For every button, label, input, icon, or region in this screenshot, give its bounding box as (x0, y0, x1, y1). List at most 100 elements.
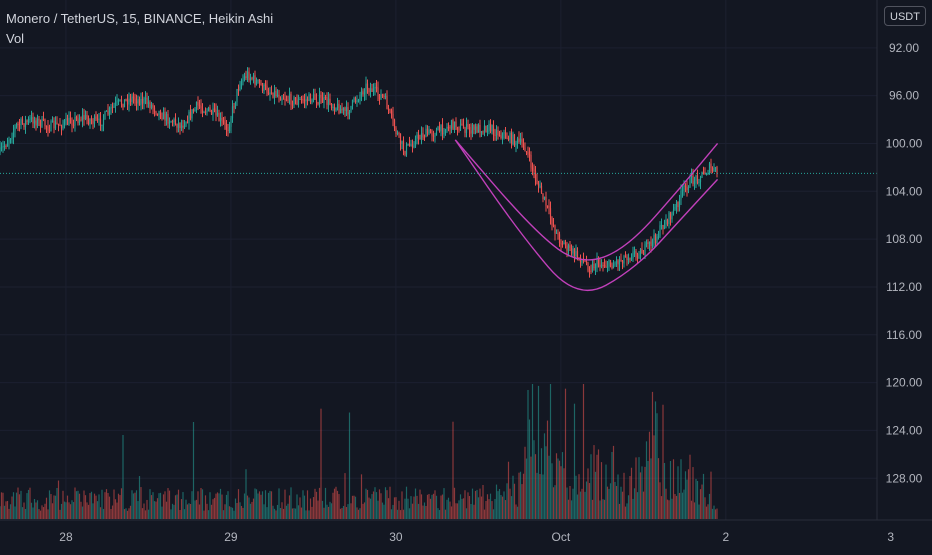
symbol-title: Monero / TetherUS, 15, BINANCE, Heikin A… (6, 11, 274, 26)
volume-bar-440 (659, 482, 661, 519)
candle-34 (50, 119, 52, 132)
volume-bar-446 (668, 500, 670, 519)
candle-308 (461, 118, 463, 126)
candle-143 (213, 103, 216, 113)
candle-144 (215, 103, 217, 122)
candle-185 (276, 89, 279, 98)
volume-bar-123 (183, 509, 186, 519)
volume-bar-354 (530, 456, 532, 519)
candle-347 (519, 132, 522, 145)
volume-bar-373 (558, 460, 561, 519)
candle-101 (150, 101, 153, 110)
volume-bar-94 (140, 487, 142, 519)
time-axis[interactable]: 28 29 30 Oct 2 3 (0, 519, 932, 550)
volume-bar-84 (125, 508, 127, 519)
volume-bar-269 (402, 509, 405, 519)
candle-242 (362, 88, 364, 97)
volume-bar-316 (473, 504, 475, 519)
candle-304 (455, 117, 457, 131)
volume-bar-336 (503, 491, 505, 519)
volume-bar-264 (395, 497, 397, 519)
volume-bar-206 (308, 510, 310, 519)
candle-208 (311, 98, 313, 105)
volume-bar-109 (162, 494, 165, 519)
candle-147 (219, 112, 222, 127)
volume-bar-45 (66, 495, 69, 519)
candle-21 (30, 110, 33, 123)
candle-294 (440, 124, 442, 137)
volume-bar-193 (288, 495, 291, 519)
volume-bar-98 (146, 499, 148, 519)
volume-bar-184 (275, 510, 277, 519)
volume-bar-233 (348, 412, 351, 519)
price-axis[interactable]: 92.00 96.00 100.00 104.00 108.00 112.00 116.00… (876, 0, 932, 550)
volume-bar-292 (437, 508, 439, 519)
candle-204 (305, 93, 307, 109)
volume-bar-42 (62, 490, 64, 519)
candle-247 (369, 82, 372, 98)
candle-234 (350, 105, 352, 113)
volume-bar-390 (584, 491, 586, 519)
candle-313 (468, 123, 471, 138)
volume-bar-406 (608, 488, 610, 519)
candle-312 (467, 119, 469, 130)
cup-curve-0[interactable] (454, 139, 719, 261)
volume-bar-202 (302, 490, 304, 519)
candle-228 (341, 102, 343, 114)
candle-448 (671, 211, 673, 223)
candle-230 (344, 106, 346, 117)
candle-380 (569, 241, 571, 252)
candle-193 (288, 87, 291, 105)
volume-bar-380 (569, 486, 571, 519)
price-tick-label: 108.00 (886, 232, 923, 246)
volume-bar-126 (188, 503, 190, 519)
drawings[interactable] (454, 139, 719, 292)
volume-bar-401 (600, 462, 603, 519)
candle-279 (417, 129, 420, 145)
candle-244 (365, 76, 367, 101)
candle-318 (476, 123, 478, 134)
candle-9 (12, 124, 15, 145)
volume-bar-147 (219, 488, 222, 519)
volume-bar-477 (714, 509, 717, 519)
candle-19 (27, 116, 30, 125)
volume-bar-387 (579, 491, 582, 519)
volume-bar-254 (380, 493, 382, 519)
candle-437 (654, 233, 657, 247)
candle-221 (330, 103, 333, 111)
volume-bar-358 (536, 472, 538, 519)
volume-bar-37 (54, 495, 57, 519)
candle-309 (462, 118, 465, 129)
volume-bar-252 (377, 500, 379, 519)
volume-bar-216 (323, 507, 325, 519)
volume-bar-347 (519, 471, 522, 519)
candle-68 (101, 124, 103, 132)
volume-bar-78 (116, 502, 118, 519)
volume-bar-372 (557, 458, 559, 519)
volume-bar-107 (159, 492, 162, 519)
volume-bar-121 (180, 499, 183, 519)
candle-115 (171, 119, 174, 127)
volume-bar-50 (74, 487, 76, 519)
candle-75 (111, 102, 114, 114)
candle-254 (380, 89, 382, 100)
volume-bar-475 (711, 508, 714, 519)
candle-422 (632, 246, 634, 263)
candle-434 (650, 236, 652, 253)
volume-bar-321 (480, 496, 483, 519)
time-tick-label: 30 (389, 530, 403, 544)
volume-bar-363 (543, 433, 546, 519)
volume-bar-369 (552, 487, 555, 519)
volume-bar-28 (41, 505, 43, 519)
cup-curve-1[interactable] (454, 139, 719, 292)
volume-bar-467 (699, 489, 702, 519)
volume-bar-277 (414, 488, 417, 519)
candle-451 (675, 200, 678, 214)
candle-219 (327, 92, 330, 113)
candle-202 (302, 95, 304, 104)
candle-196 (293, 95, 295, 108)
volume-bar-367 (549, 384, 552, 519)
currency-badge[interactable]: USDT (884, 6, 926, 26)
